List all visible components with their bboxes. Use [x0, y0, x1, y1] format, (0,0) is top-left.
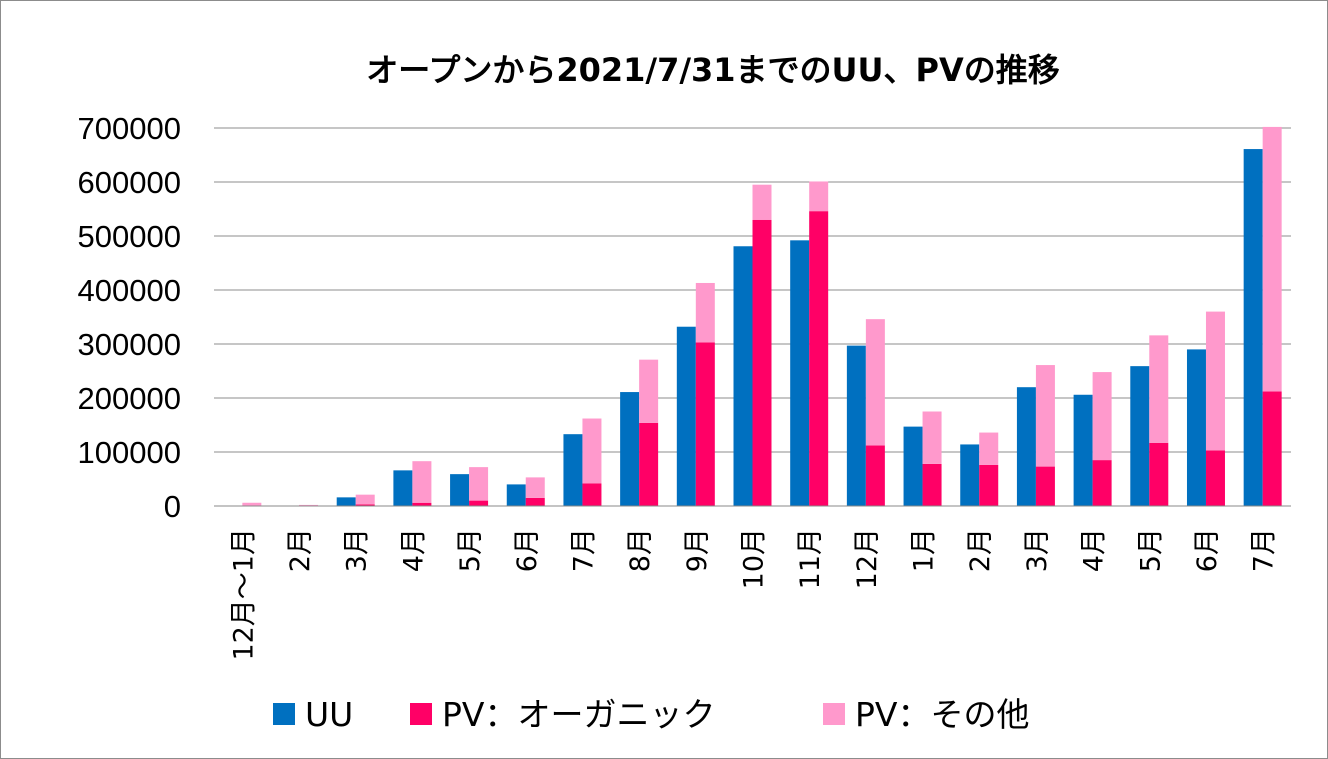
bar-uu — [506, 484, 526, 506]
bar-pv-organic — [752, 219, 772, 507]
bar-pv-organic — [525, 497, 545, 506]
y-tick-label: 600000 — [78, 165, 181, 200]
bar-pv-other — [639, 359, 659, 423]
bar-pv-other — [412, 461, 432, 503]
x-tick-label: 4月 — [398, 528, 429, 572]
bar-uu — [393, 470, 413, 506]
x-tick-label: 6月 — [1192, 528, 1223, 572]
bar-uu — [790, 240, 810, 506]
legend-swatch — [273, 703, 295, 725]
x-tick-label: 4月 — [1079, 528, 1110, 572]
bar-uu — [733, 246, 753, 506]
bar-uu — [1016, 387, 1036, 506]
bar-pv-organic — [639, 422, 659, 506]
legend-label: PV：その他 — [855, 695, 1029, 734]
x-tick-label: 8月 — [625, 528, 656, 572]
x-tick-label: 11月 — [795, 528, 826, 589]
legend-swatch — [410, 703, 432, 725]
x-tick-label: 5月 — [455, 528, 486, 572]
bar-pv-other — [1149, 335, 1169, 443]
y-tick-label: 100000 — [78, 435, 181, 470]
bar-pv-organic — [1035, 466, 1055, 506]
legend: UU PV：オーガニック PV：その他 — [273, 695, 1029, 734]
x-axis-ticks: 12月～1月 2月 3月 4月 5月 6月 7月 8月 9月 10月 11月 12月 1月 2月 3月 4月 5… — [228, 528, 1279, 661]
legend-label: PV：オーガニック — [442, 695, 715, 734]
bar-uu — [336, 497, 356, 506]
bar-pv-other — [809, 181, 829, 212]
bar-pv-organic — [1149, 442, 1169, 506]
bar-pv-other — [469, 467, 489, 501]
y-tick-label: 500000 — [78, 219, 181, 254]
x-tick-label: 10月 — [739, 528, 770, 589]
bar-pv-organic — [1092, 460, 1112, 506]
x-tick-label: 3月 — [342, 528, 373, 572]
bar-pv-other — [979, 432, 999, 465]
bars — [242, 126, 1282, 507]
bar-uu — [1186, 349, 1206, 506]
bar-pv-other — [1035, 365, 1055, 467]
bar-uu — [1243, 149, 1263, 506]
y-tick-label: 0 — [164, 489, 181, 524]
x-tick-label: 2月 — [285, 528, 316, 572]
y-tick-label: 300000 — [78, 327, 181, 362]
bar-uu — [1130, 366, 1150, 506]
bar-uu — [903, 426, 923, 506]
bar-uu — [620, 392, 640, 506]
x-tick-label: 9月 — [682, 528, 713, 572]
bar-pv-organic — [865, 445, 885, 506]
bar-uu — [676, 326, 696, 506]
bar-pv-organic — [979, 464, 999, 506]
x-tick-label: 7月 — [1249, 528, 1280, 572]
bar-pv-other — [695, 282, 715, 343]
bar-pv-other — [242, 502, 262, 506]
x-tick-label: 3月 — [1022, 528, 1053, 572]
bar-pv-organic — [809, 211, 829, 506]
bar-pv-other — [1262, 126, 1282, 392]
y-tick-label: 400000 — [78, 273, 181, 308]
legend-swatch — [823, 703, 845, 725]
bar-pv-other — [1092, 372, 1112, 461]
bar-pv-other — [582, 418, 602, 484]
x-tick-label: 1月 — [909, 528, 940, 572]
chart-title: オープンから2021/7/31までのUU、PVの推移 — [366, 51, 1060, 89]
x-tick-label: 2月 — [965, 528, 996, 572]
legend-label: UU — [305, 695, 353, 734]
bar-pv-organic — [922, 463, 942, 506]
bar-pv-organic — [1205, 450, 1225, 506]
x-tick-label: 6月 — [512, 528, 543, 572]
x-tick-label: 12月～1月 — [228, 528, 259, 661]
bar-uu — [1073, 394, 1093, 506]
bar-pv-organic — [695, 342, 715, 506]
bar-pv-other — [525, 477, 545, 498]
bar-uu — [960, 444, 980, 506]
x-tick-label: 7月 — [568, 528, 599, 572]
bar-uu — [846, 345, 866, 506]
bar-uu — [450, 474, 470, 506]
bar-pv-organic — [355, 504, 375, 506]
x-tick-label: 5月 — [1135, 528, 1166, 572]
bar-pv-other — [752, 184, 772, 220]
bar-pv-other — [299, 504, 319, 506]
bar-pv-organic — [469, 500, 489, 506]
bar-uu — [563, 434, 583, 506]
bar-pv-organic — [1262, 391, 1282, 506]
bar-pv-other — [865, 319, 885, 446]
bar-pv-organic — [582, 483, 602, 506]
y-tick-label: 200000 — [78, 381, 181, 416]
y-tick-label: 700000 — [78, 111, 181, 146]
y-axis-ticks: 0 100000 200000 300000 400000 500000 600000 700… — [78, 111, 181, 524]
x-tick-label: 12月 — [852, 528, 883, 589]
bar-pv-other — [922, 411, 942, 464]
bar-pv-organic — [412, 502, 432, 506]
bar-pv-other — [1205, 311, 1225, 451]
bar-pv-other — [355, 494, 375, 505]
